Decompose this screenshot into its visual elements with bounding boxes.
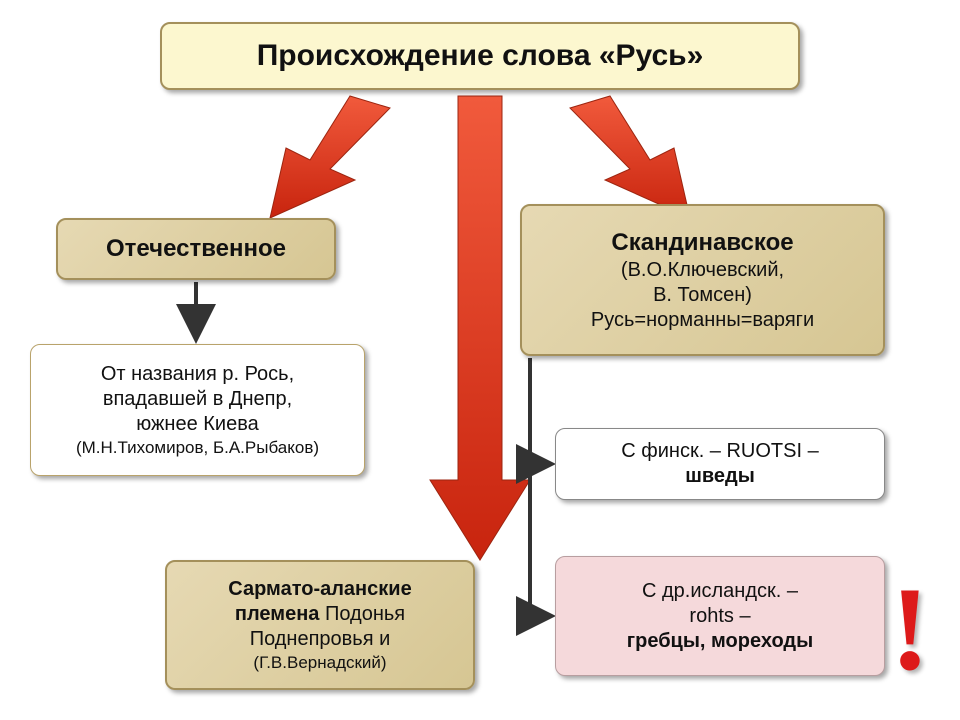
river-box: От названия р. Рось, впадавшей в Днепр, … (30, 344, 365, 476)
title-text: Происхождение слова «Русь» (257, 37, 704, 75)
arrow-to-domestic (270, 96, 390, 218)
river-line3: южнее Киева (136, 412, 258, 437)
title-box: Происхождение слова «Русь» (160, 22, 800, 90)
arrow-to-sarmat (430, 96, 530, 560)
finnish-line1: С финск. – RUOTSI – (621, 439, 818, 464)
iceland-line3: гребцы, мореходы (627, 629, 813, 654)
scand-authors2: В. Томсен) (653, 283, 752, 308)
sarmat-line3: Поднепровья и (250, 627, 391, 652)
scand-authors1: (В.О.Ключевский, (621, 258, 784, 283)
arrow-to-scandinavian (570, 96, 690, 218)
iceland-line1: С др.исландск. – (642, 579, 798, 604)
line-scand-to-finnish (530, 358, 552, 464)
line-scand-to-icelandic (530, 464, 552, 616)
sarmat-box: Сармато-аланские племена Подонья Поднепр… (165, 560, 475, 690)
domestic-label: Отечественное (106, 234, 286, 264)
sarmat-line1: Сармато-аланские (228, 578, 411, 600)
finnish-box: С финск. – RUOTSI – шведы (555, 428, 885, 500)
river-authors: (М.Н.Тихомиров, Б.А.Рыбаков) (76, 437, 319, 458)
scand-label: Скандинавское (611, 228, 793, 258)
finnish-line2: шведы (685, 464, 755, 489)
scandinavian-box: Скандинавское (В.О.Ключевский, В. Томсен… (520, 204, 885, 356)
exclamation-mark: ! (890, 560, 930, 698)
sarmat-authors: (Г.В.Вернадский) (253, 652, 386, 673)
river-line2: впадавшей в Днепр, (103, 387, 292, 412)
scand-equation: Русь=норманны=варяги (591, 308, 814, 333)
domestic-box: Отечественное (56, 218, 336, 280)
river-line1: От названия р. Рось, (101, 362, 294, 387)
iceland-line2: rohts – (689, 604, 750, 629)
icelandic-box: С др.исландск. – rohts – гребцы, мореход… (555, 556, 885, 676)
sarmat-line2-rest: Подонья (319, 603, 405, 625)
sarmat-line2-bold: племена (235, 603, 320, 625)
